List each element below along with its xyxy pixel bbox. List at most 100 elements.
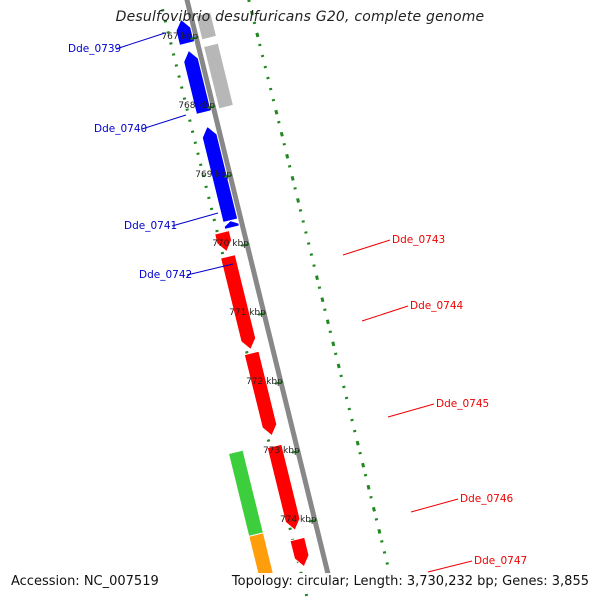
- gc-tick-right: [328, 330, 333, 334]
- gc-tick-right: [344, 396, 349, 400]
- gc-tick-left: [180, 86, 184, 89]
- tick-mark: [308, 518, 318, 523]
- position-ticks: 767 kbp 768 kbp 769 kbp 770 kbp 771 kbp 772 k…: [161, 32, 318, 525]
- gc-tick-right: [342, 385, 346, 389]
- gc-tick-right: [350, 418, 354, 422]
- tick-label: 769 kbp: [195, 170, 232, 180]
- gc-tick-right: [374, 517, 379, 521]
- gc-tick-left: [209, 207, 214, 211]
- gc-tick-left: [266, 439, 271, 442]
- gc-tick-right: [336, 363, 341, 369]
- gc-tick-right: [317, 286, 322, 290]
- label-leader: [115, 32, 166, 50]
- tick-label: 767 kbp: [161, 32, 198, 42]
- gc-tick-right: [361, 462, 366, 468]
- label-leader: [427, 560, 473, 573]
- gc-tick-right: [352, 429, 357, 433]
- gc-tick-right: [355, 440, 360, 446]
- gc-tick-right: [366, 484, 371, 490]
- green-feature: [227, 449, 265, 538]
- gene-label-Dde_0745: Dde_0745: [436, 398, 489, 410]
- label-leader: [410, 498, 459, 513]
- gene-label-Dde_0747: Dde_0747: [474, 555, 527, 567]
- gene-label-Dde_0741: Dde_0741: [124, 220, 177, 232]
- gc-tick-left: [288, 527, 292, 531]
- feature-track: [195, 11, 275, 579]
- gc-tick-left: [196, 152, 200, 156]
- gc-tick-left: [169, 42, 173, 45]
- gene-arrow-Dde_0744: [219, 253, 257, 351]
- gc-tick-right: [277, 120, 281, 124]
- gene-arrow-Dde_0747: [289, 536, 310, 568]
- gene-arrow-Dde_0743: [214, 229, 233, 253]
- gc-tick-right: [323, 308, 327, 312]
- tick-label: 770 kbp: [212, 239, 249, 249]
- genome-summary-label: Topology: circular; Length: 3,730,232 bp…: [229, 573, 591, 590]
- gc-tick-left: [304, 593, 309, 597]
- gc-tick-right: [358, 451, 362, 455]
- gc-tick-right: [252, 21, 257, 25]
- gene-label-Dde_0740: Dde_0740: [94, 123, 147, 135]
- gene-label-Dde_0744: Dde_0744: [410, 300, 464, 312]
- genome-summary-text: Topology: circular; Length: 3,730,232 bp…: [229, 573, 591, 590]
- tick-mark: [257, 311, 267, 316]
- backbone-line: [184, 0, 335, 590]
- gc-tick-right: [382, 551, 387, 554]
- gc-tick-right: [271, 98, 276, 102]
- gc-tick-left: [161, 8, 165, 12]
- gene-label-Dde_0746: Dde_0746: [460, 493, 514, 505]
- gc-tick-right: [263, 65, 267, 69]
- tick-label: 773 kbp: [263, 446, 300, 456]
- gc-tick-left: [220, 251, 225, 255]
- tick-mark: [240, 242, 250, 247]
- gc-tick-right: [304, 231, 308, 234]
- gc-tick-right: [268, 87, 273, 91]
- gc-tick-right: [258, 43, 262, 47]
- accession-text: Accession: NC_007519: [9, 573, 161, 590]
- gc-tick-right: [377, 528, 382, 534]
- tick-mark: [291, 449, 301, 454]
- gc-tick-right: [247, 0, 251, 3]
- gc-tick-left: [193, 141, 198, 145]
- grey-feature: [195, 11, 218, 41]
- gene-label-Dde_0739: Dde_0739: [68, 43, 121, 55]
- gc-tick-right: [339, 374, 343, 378]
- label-leader: [141, 114, 187, 130]
- gene-label-Dde_0742: Dde_0742: [139, 269, 192, 281]
- gc-tick-right: [279, 131, 284, 137]
- backbone: [184, 0, 335, 590]
- gc-tick-right: [320, 297, 325, 303]
- gc-tick-right: [260, 54, 265, 58]
- gene-arrow-Dde_0742: [223, 220, 241, 231]
- label-leader: [361, 305, 409, 322]
- gene-arrow-Dde_0745: [243, 350, 278, 437]
- gene-arrow-Dde_0746: [266, 443, 301, 532]
- gc-tick-left: [201, 174, 206, 178]
- gc-tick-right: [380, 540, 384, 543]
- tick-label: 772 kbp: [246, 377, 283, 387]
- gene-arrow-Dde_0740: [183, 49, 212, 115]
- tick-mark: [190, 36, 199, 40]
- gc-tick-right: [287, 164, 292, 168]
- tick-label: 768 kbp: [178, 101, 215, 111]
- gc-tick-right: [325, 319, 330, 325]
- accession-label: Accession: NC_007519: [9, 573, 161, 590]
- gc-tick-right: [274, 109, 279, 115]
- gc-tick-right: [249, 10, 254, 16]
- gc-tick-right: [282, 142, 286, 146]
- tick-mark: [224, 174, 233, 178]
- gene-track: [175, 18, 310, 568]
- tick-mark: [274, 380, 284, 385]
- gc-tick-left: [182, 97, 187, 100]
- gc-tick-right: [312, 264, 316, 267]
- gc-tick-right: [306, 242, 311, 245]
- gc-tick-right: [285, 153, 290, 159]
- gc-tick-left: [188, 119, 192, 123]
- grey-feature: [202, 42, 235, 110]
- gc-tick-right: [369, 495, 373, 499]
- gc-tick-left: [215, 229, 219, 233]
- label-leader: [342, 239, 391, 256]
- gc-tick-left: [245, 350, 249, 354]
- gc-tick-right: [301, 220, 305, 223]
